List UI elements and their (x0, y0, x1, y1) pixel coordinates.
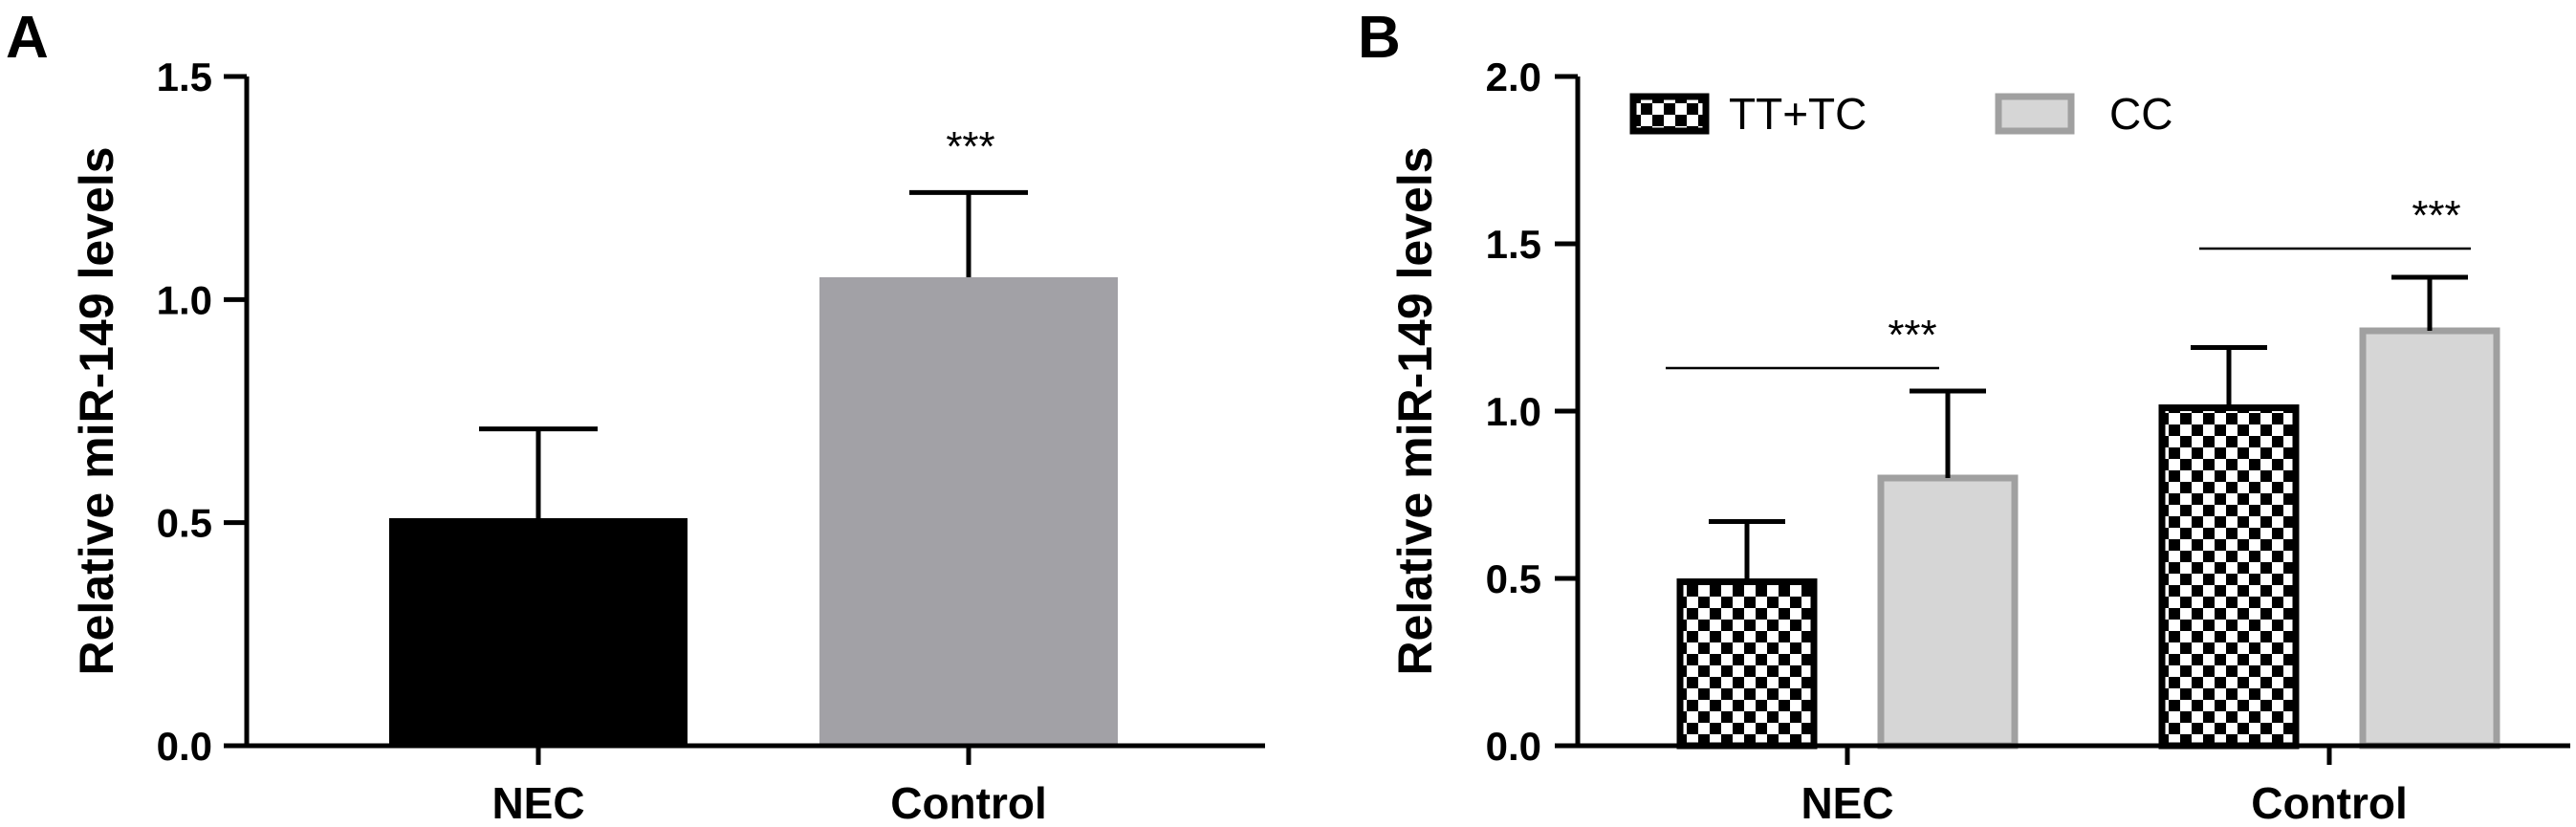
panel-b-y-tick-label: 1.5 (1486, 222, 1541, 267)
panel-a: A Relative miR-149 levels 0.0 0.5 1.0 1.5 N… (6, 5, 1265, 827)
panel-b-significance-label: *** (1888, 312, 1936, 359)
panel-b-bars (1676, 327, 2500, 750)
panel-b-significance-label: *** (2412, 192, 2460, 239)
panel-a-y-tick-label: 1.0 (157, 277, 212, 322)
legend-swatch-cc (1995, 93, 2075, 135)
panel-a-bar (819, 277, 1118, 746)
panel-b: B Relative miR-149 levels 0.0 0.5 1.0 1.5 2.… (1358, 5, 2570, 827)
panel-b-x-ticks: NEC Control (1801, 746, 2408, 827)
panel-b-error-bars (1709, 274, 2468, 582)
panel-a-y-tick-label: 1.5 (157, 54, 212, 99)
panel-a-y-ticks: 0.0 0.5 1.0 1.5 (157, 54, 247, 769)
panel-a-bar (389, 518, 688, 746)
panel-a-significance-label: *** (946, 123, 994, 170)
panel-b-category-label: Control (2251, 778, 2408, 827)
panel-b-legend: TT+TC CC (1629, 89, 2172, 139)
panel-a-y-tick-label: 0.0 (157, 724, 212, 769)
panel-b-y-tick-label: 1.0 (1486, 389, 1541, 434)
legend-swatch-tt-tc (1629, 93, 1710, 135)
panel-b-bar-cc (1877, 474, 2019, 750)
panel-b-bar-cc (2359, 327, 2500, 750)
panel-a-x-ticks: NEC Control (491, 746, 1047, 827)
panel-a-category-label: NEC (491, 778, 584, 827)
panel-a-error-bars (479, 189, 1028, 518)
panel-b-bar-tt-tc (1676, 578, 1818, 750)
panel-b-category-label: NEC (1801, 778, 1893, 827)
panel-a-y-axis-label: Relative miR-149 levels (70, 146, 123, 675)
panel-b-letter: B (1358, 5, 1401, 71)
legend-label-tt-tc: TT+TC (1729, 89, 1867, 139)
panel-b-y-ticks: 0.0 0.5 1.0 1.5 2.0 (1486, 54, 1578, 769)
legend-label-cc: CC (2109, 89, 2172, 139)
panel-b-y-tick-label: 2.0 (1486, 54, 1541, 99)
panel-a-category-label: Control (890, 778, 1047, 827)
panel-b-annotations: *** *** (1666, 192, 2471, 370)
panel-b-bar-tt-tc (2158, 404, 2300, 750)
panel-a-letter: A (6, 5, 49, 71)
panel-a-bars (389, 277, 1118, 746)
panel-b-y-axis-label: Relative miR-149 levels (1388, 146, 1442, 675)
panel-b-y-tick-label: 0.5 (1486, 556, 1541, 601)
panel-a-y-tick-label: 0.5 (157, 501, 212, 546)
panel-b-y-tick-label: 0.0 (1486, 724, 1541, 769)
panel-a-annotations: *** (946, 123, 994, 170)
